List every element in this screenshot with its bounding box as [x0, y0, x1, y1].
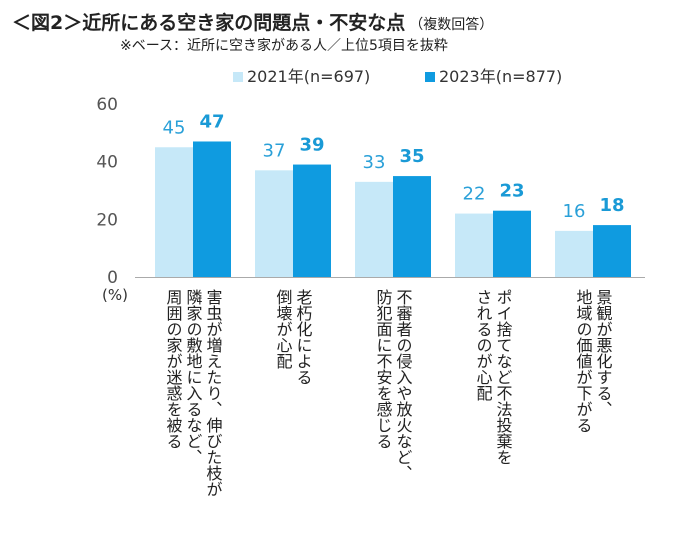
bar-2023: [293, 164, 331, 277]
category-label: 倒壊が心配: [274, 289, 293, 369]
category-label: 不審者の侵入や放火など、: [394, 289, 413, 481]
data-label-2023: 39: [299, 135, 324, 156]
unit-label: (%): [102, 286, 128, 304]
category-label: 周囲の家が迷惑を被る: [164, 289, 183, 449]
bar-2021: [355, 181, 393, 277]
y-tick-label: 60: [96, 95, 118, 115]
category-label: 防犯面に不安を感じる: [374, 289, 393, 449]
bar-2023: [193, 141, 231, 277]
category-label: 害虫が増えたり、伸びた枝が: [204, 289, 223, 497]
chart-subtitle: ※ベース：近所に空き家がある人／上位5項目を抜粋: [120, 38, 448, 54]
chart-title: ＜図2＞近所にある空き家の問題点・不安な点 （複数回答）: [12, 8, 493, 35]
legend-label-2: 2023年(n=877): [439, 67, 562, 86]
y-tick-label: 0: [107, 268, 118, 288]
y-tick-label: 20: [96, 210, 118, 230]
category-label: ポイ捨てなど不法投棄を: [494, 289, 513, 465]
bar-2023: [593, 225, 631, 277]
title-main: ＜図2＞近所にある空き家の問題点・不安な点: [12, 12, 406, 34]
y-tick-label: 40: [96, 153, 118, 173]
data-label-2021: 16: [563, 201, 586, 222]
category-label: 隣家の敷地に入るなど、: [184, 289, 203, 465]
legend-swatch-2: [425, 72, 435, 82]
legend-label-1: 2021年(n=697): [247, 67, 370, 86]
category-label: されるのが心配: [474, 289, 493, 401]
bar-2021: [555, 230, 593, 277]
data-label-2021: 22: [463, 184, 486, 205]
category-label: 老朽化による: [294, 289, 313, 385]
data-label-2023: 23: [499, 181, 524, 202]
bar-2021: [455, 213, 493, 277]
data-label-2023: 47: [199, 111, 224, 132]
data-label-2023: 18: [599, 195, 624, 216]
data-label-2021: 37: [263, 140, 286, 161]
data-label-2021: 33: [363, 152, 386, 173]
data-label-2023: 35: [399, 146, 424, 167]
title-suffix: （複数回答）: [409, 17, 494, 33]
category-label: 地域の価値が下がる: [574, 289, 593, 433]
bar-2023: [393, 176, 431, 277]
bar-2023: [493, 210, 531, 277]
bar-2021: [255, 170, 293, 277]
category-label: 景観が悪化する、: [594, 289, 613, 417]
bar-2021: [155, 147, 193, 277]
data-label-2021: 45: [163, 117, 186, 138]
legend-swatch-1: [233, 72, 243, 82]
